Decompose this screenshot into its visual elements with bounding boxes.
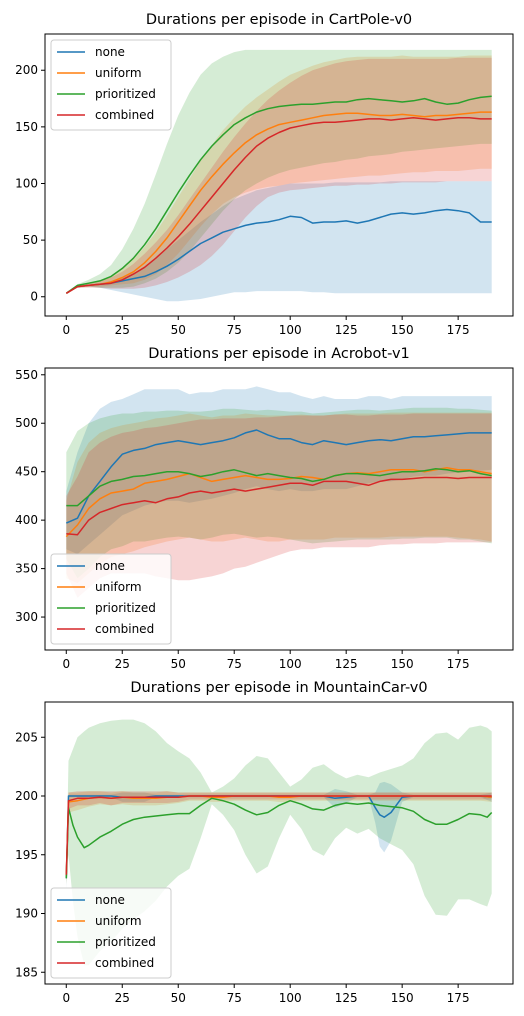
y-tick-label: 150 bbox=[15, 120, 38, 134]
x-tick-label: 150 bbox=[391, 323, 414, 337]
band-uniform bbox=[66, 791, 492, 886]
x-tick-label: 125 bbox=[335, 323, 358, 337]
x-tick-label: 0 bbox=[62, 323, 70, 337]
series-line-prioritized bbox=[65, 95, 492, 294]
series-line-uniform bbox=[65, 111, 492, 294]
axes-frame bbox=[44, 367, 514, 651]
band-none bbox=[66, 781, 492, 890]
legend-label-none: none bbox=[95, 893, 125, 907]
legend-label-prioritized: prioritized bbox=[95, 601, 156, 615]
y-tick-label: 300 bbox=[15, 610, 38, 624]
legend-label-combined: combined bbox=[95, 956, 154, 970]
y-tick-label: 50 bbox=[23, 233, 38, 247]
x-tick-label: 150 bbox=[391, 991, 414, 1005]
x-tick-label: 125 bbox=[335, 657, 358, 671]
x-tick-label: 0 bbox=[62, 657, 70, 671]
axes-frame bbox=[44, 701, 514, 985]
x-tick-label: 175 bbox=[447, 657, 470, 671]
x-tick-label: 75 bbox=[227, 991, 242, 1005]
chart-title: Durations per episode in MountainCar-v0 bbox=[130, 680, 427, 696]
x-tick-label: 100 bbox=[279, 991, 302, 1005]
band-none bbox=[66, 181, 492, 302]
x-tick-label: 25 bbox=[115, 991, 130, 1005]
plot-area bbox=[65, 386, 492, 598]
legend-label-prioritized: prioritized bbox=[95, 87, 156, 101]
y-tick-label: 400 bbox=[15, 513, 38, 527]
x-tick-label: 0 bbox=[62, 991, 70, 1005]
legend-label-none: none bbox=[95, 45, 125, 59]
y-tick-label: 190 bbox=[15, 907, 38, 921]
band-prioritized bbox=[66, 49, 492, 294]
legend-label-prioritized: prioritized bbox=[95, 935, 156, 949]
series-line-combined bbox=[65, 117, 492, 294]
legend-box bbox=[50, 553, 172, 645]
x-tick-label: 25 bbox=[115, 657, 130, 671]
band-none bbox=[66, 386, 492, 555]
y-tick-label: 185 bbox=[15, 965, 38, 979]
legend: none uniform prioritized combined bbox=[50, 553, 172, 645]
y-tick-label: 0 bbox=[30, 290, 38, 304]
plot-area bbox=[65, 49, 492, 302]
x-tick-label: 150 bbox=[391, 657, 414, 671]
legend-box bbox=[50, 887, 172, 979]
y-tick-label: 100 bbox=[15, 176, 38, 190]
legend-label-combined: combined bbox=[95, 108, 154, 122]
chart-title: Durations per episode in CartPole-v0 bbox=[146, 12, 412, 28]
legend: none uniform prioritized combined bbox=[50, 39, 172, 131]
legend-box bbox=[50, 39, 172, 131]
subplot-2: 0 25 50 75 100 125 150 175 300 350 400 450 500 550 Dur… bbox=[15, 346, 514, 671]
x-tick-label: 75 bbox=[227, 323, 242, 337]
legend-label-uniform: uniform bbox=[95, 66, 142, 80]
y-tick-label: 200 bbox=[15, 63, 38, 77]
legend-label-uniform: uniform bbox=[95, 580, 142, 594]
subplot-3: 0 25 50 75 100 125 150 175 185 190 195 200 205 Durati… bbox=[15, 680, 514, 1005]
y-tick-label: 195 bbox=[15, 848, 38, 862]
series-line-combined bbox=[66, 476, 492, 536]
y-tick-label: 550 bbox=[15, 368, 38, 382]
band-prioritized bbox=[66, 407, 492, 579]
legend-label-combined: combined bbox=[95, 622, 154, 636]
series-line-none bbox=[65, 429, 492, 524]
legend-label-none: none bbox=[95, 559, 125, 573]
x-tick-label: 100 bbox=[279, 657, 302, 671]
y-tick-label: 350 bbox=[15, 562, 38, 576]
y-tick-label: 205 bbox=[15, 730, 38, 744]
x-tick-label: 75 bbox=[227, 657, 242, 671]
series-line-none bbox=[65, 208, 492, 294]
band-combined bbox=[66, 791, 492, 883]
x-tick-label: 50 bbox=[171, 657, 186, 671]
legend-label-uniform: uniform bbox=[95, 914, 142, 928]
axes-frame bbox=[44, 33, 514, 317]
series-line-combined bbox=[65, 795, 492, 875]
x-tick-label: 175 bbox=[447, 323, 470, 337]
x-tick-label: 50 bbox=[171, 991, 186, 1005]
y-tick-label: 200 bbox=[15, 789, 38, 803]
band-combined bbox=[66, 413, 492, 598]
x-tick-label: 125 bbox=[335, 991, 358, 1005]
legend: none uniform prioritized combined bbox=[50, 887, 172, 979]
band-prioritized bbox=[66, 719, 492, 966]
y-tick-label: 450 bbox=[15, 465, 38, 479]
subplot-1: 0 25 50 75 100 125 150 175 0 50 100 150 200 Durations… bbox=[15, 12, 514, 337]
x-tick-label: 25 bbox=[115, 323, 130, 337]
x-tick-label: 175 bbox=[447, 991, 470, 1005]
band-uniform bbox=[66, 412, 492, 584]
plot-area bbox=[65, 719, 493, 966]
x-tick-label: 50 bbox=[171, 323, 186, 337]
band-combined bbox=[66, 57, 492, 294]
series-line-prioritized bbox=[66, 468, 492, 507]
y-tick-label: 500 bbox=[15, 416, 38, 430]
chart-title: Durations per episode in Acrobot-v1 bbox=[148, 346, 410, 362]
series-line-prioritized bbox=[65, 797, 493, 879]
x-tick-label: 100 bbox=[279, 323, 302, 337]
